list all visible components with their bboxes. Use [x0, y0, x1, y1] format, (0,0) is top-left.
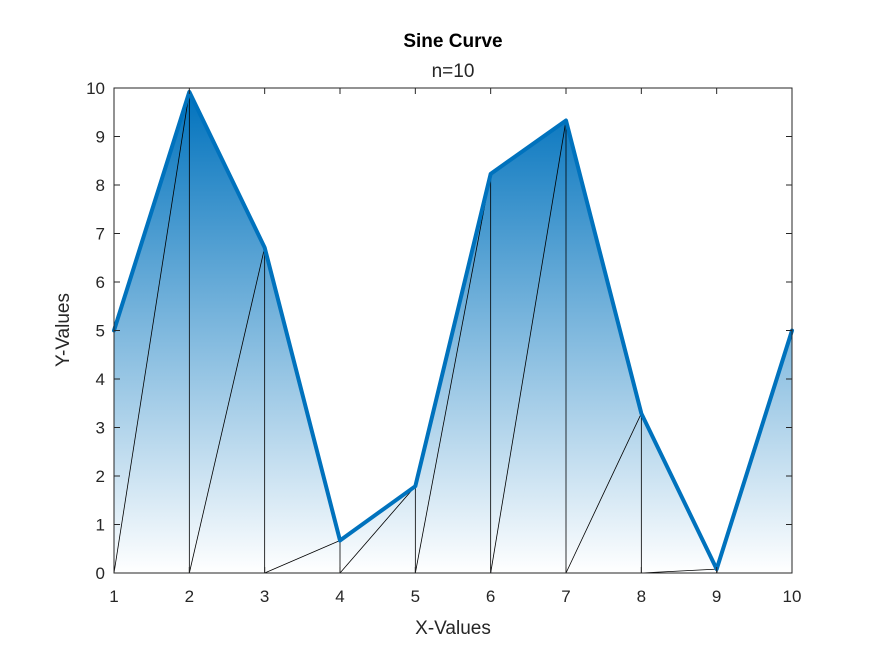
mesh-diagonal-line [490, 120, 567, 574]
y-tick-label: 6 [96, 273, 105, 292]
chart-title: Sine Curve [403, 31, 502, 52]
y-axis-label: Y-Values [53, 293, 74, 367]
y-tick-label: 3 [96, 419, 105, 438]
mesh-diagonal-line [641, 568, 717, 574]
y-tick-label: 4 [96, 370, 105, 389]
x-tick-label: 10 [783, 587, 802, 606]
series-line-path [112, 89, 794, 572]
y-tick-label: 2 [96, 467, 105, 486]
y-tick-label: 1 [96, 516, 105, 535]
x-tick-label: 8 [637, 587, 646, 606]
y-ticks: 0 1 2 3 4 5 6 7 8 9 10 [86, 79, 792, 583]
mesh-diagonal-line [339, 485, 416, 574]
chart-subtitle: n=10 [432, 61, 475, 82]
x-ticks: 1 2 3 4 5 6 7 8 9 10 [109, 88, 801, 606]
mesh-diagonal-line [264, 540, 341, 574]
x-axis-label: X-Values [415, 618, 491, 639]
x-tick-label: 7 [561, 587, 570, 606]
x-tick-label: 4 [335, 587, 344, 606]
y-tick-label: 9 [96, 128, 105, 147]
mesh-diagonal-line [113, 91, 190, 574]
x-tick-label: 1 [109, 587, 118, 606]
y-tick-label: 10 [86, 79, 105, 98]
x-tick-label: 3 [260, 587, 269, 606]
y-tick-label: 7 [96, 225, 105, 244]
mesh-diagonal-line [188, 247, 266, 574]
x-tick-label: 9 [712, 587, 721, 606]
x-tick-label: 6 [486, 587, 495, 606]
mesh-diagonal-line [565, 413, 642, 574]
y-tick-label: 8 [96, 176, 105, 195]
y-tick-label: 0 [96, 564, 105, 583]
y-tick-label: 5 [96, 322, 105, 341]
x-tick-label: 5 [411, 587, 420, 606]
mesh-diagonal-line [414, 173, 492, 574]
x-tick-label: 2 [185, 587, 194, 606]
